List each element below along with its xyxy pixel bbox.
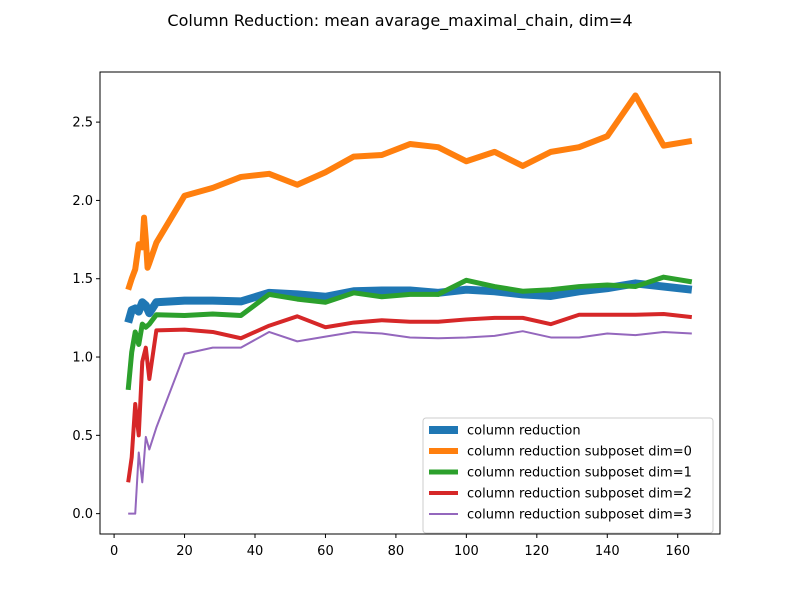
legend-label-4: column reduction subposet dim=3: [467, 508, 692, 523]
series-group: [124, 92, 693, 515]
legend-label-2: column reduction subposet dim=1: [467, 466, 692, 481]
y-axis-ticks: 0.0 0.5 1.0 1.5 2.0 2.5: [72, 116, 100, 522]
plot-frame: [99, 71, 721, 535]
x-tick-label: 80: [388, 544, 405, 559]
series-line-2: [125, 274, 693, 391]
legend-label-1: column reduction subposet dim=0: [467, 445, 692, 460]
x-tick-label: 160: [665, 544, 690, 559]
x-tick-label: 0: [110, 544, 118, 559]
y-tick-label: 1.0: [72, 351, 93, 366]
x-tick-label: 100: [454, 544, 479, 559]
series-line-3: [126, 311, 693, 483]
y-tick-label: 2.0: [72, 194, 93, 209]
legend-box: [422, 417, 714, 534]
series-line-4: [128, 330, 692, 515]
y-tick-label: 0.0: [72, 507, 93, 522]
legend: column reduction column reduction subpose…: [422, 417, 714, 534]
y-tick-label: 0.5: [72, 429, 93, 444]
y-tick-label: 1.5: [72, 272, 93, 287]
x-tick-label: 120: [524, 544, 549, 559]
series-line-0: [124, 279, 693, 324]
x-tick-label: 60: [317, 544, 334, 559]
x-tick-label: 140: [595, 544, 620, 559]
y-tick-label: 2.5: [72, 116, 93, 131]
legend-label-3: column reduction subposet dim=2: [467, 487, 692, 502]
x-tick-label: 20: [176, 544, 193, 559]
chart-title: Column Reduction: mean avarage_maximal_c…: [167, 11, 632, 31]
x-axis-ticks: 0 20 40 60 80 100 120 140 160: [110, 534, 690, 559]
x-tick-label: 40: [247, 544, 264, 559]
series-line-1: [125, 92, 693, 291]
legend-label-0: column reduction: [467, 424, 581, 439]
